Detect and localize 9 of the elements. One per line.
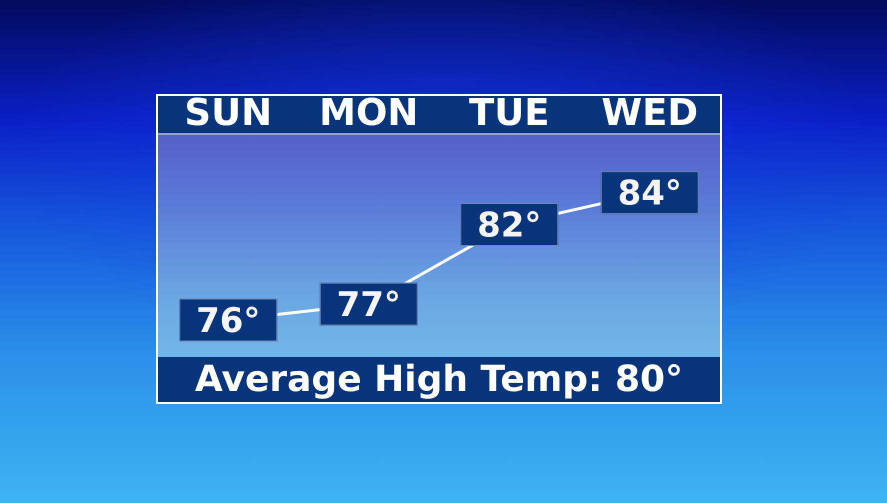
text: Average High Temp: 80°: [194, 358, 684, 400]
x-tick-label: MON: [319, 91, 418, 134]
x-tick-label: SUN: [184, 91, 272, 134]
x-tick-label: WED: [601, 91, 698, 134]
data-label: 77°: [336, 285, 401, 326]
x-tick-label: TUE: [468, 91, 550, 134]
data-label: 76°: [196, 301, 260, 342]
data-label: 82°: [477, 205, 542, 246]
data-label: 84°: [618, 174, 682, 214]
